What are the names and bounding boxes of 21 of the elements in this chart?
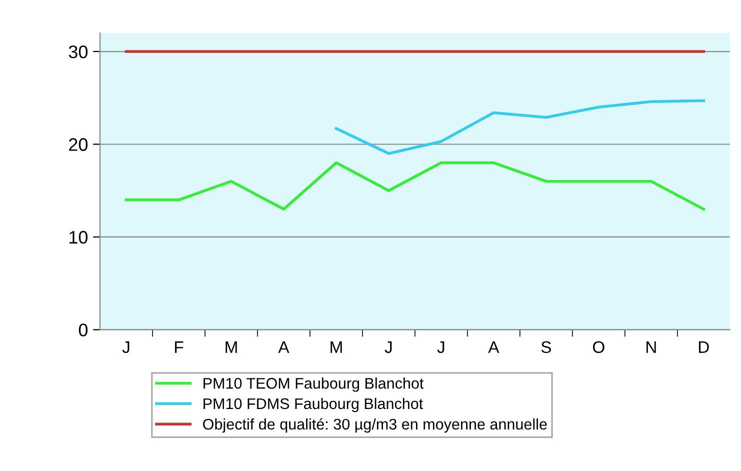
x-tick-label: S: [541, 341, 551, 354]
legend-label: PM10 TEOM Faubourg Blanchot: [204, 378, 424, 392]
y-tick-label: 10: [70, 230, 88, 244]
x-tick-label: A: [278, 341, 290, 353]
x-tick-label: J: [384, 341, 392, 354]
x-tick-label: A: [488, 341, 500, 353]
x-tick-label: F: [175, 341, 184, 353]
x-tick-label: J: [437, 341, 444, 354]
y-tick-label: 0: [78, 324, 88, 336]
x-tick-label: M: [226, 341, 237, 353]
x-tick-label: O: [592, 341, 604, 354]
x-tick-label: M: [330, 341, 342, 353]
legend-label: Objectif de qualité: 30 µg/m3 en moyenne annuelle: [203, 418, 547, 433]
legend-label: PM10 FDMS Faubourg Blanchot: [204, 398, 424, 412]
line-series: [124, 161, 706, 211]
x-tick-label: J: [122, 341, 130, 354]
y-tick-label: 20: [69, 138, 88, 151]
y-tick-label: 30: [68, 45, 88, 58]
line-series: [334, 99, 706, 155]
x-tick-label: D: [698, 341, 709, 353]
x-tick-label: N: [646, 341, 656, 353]
